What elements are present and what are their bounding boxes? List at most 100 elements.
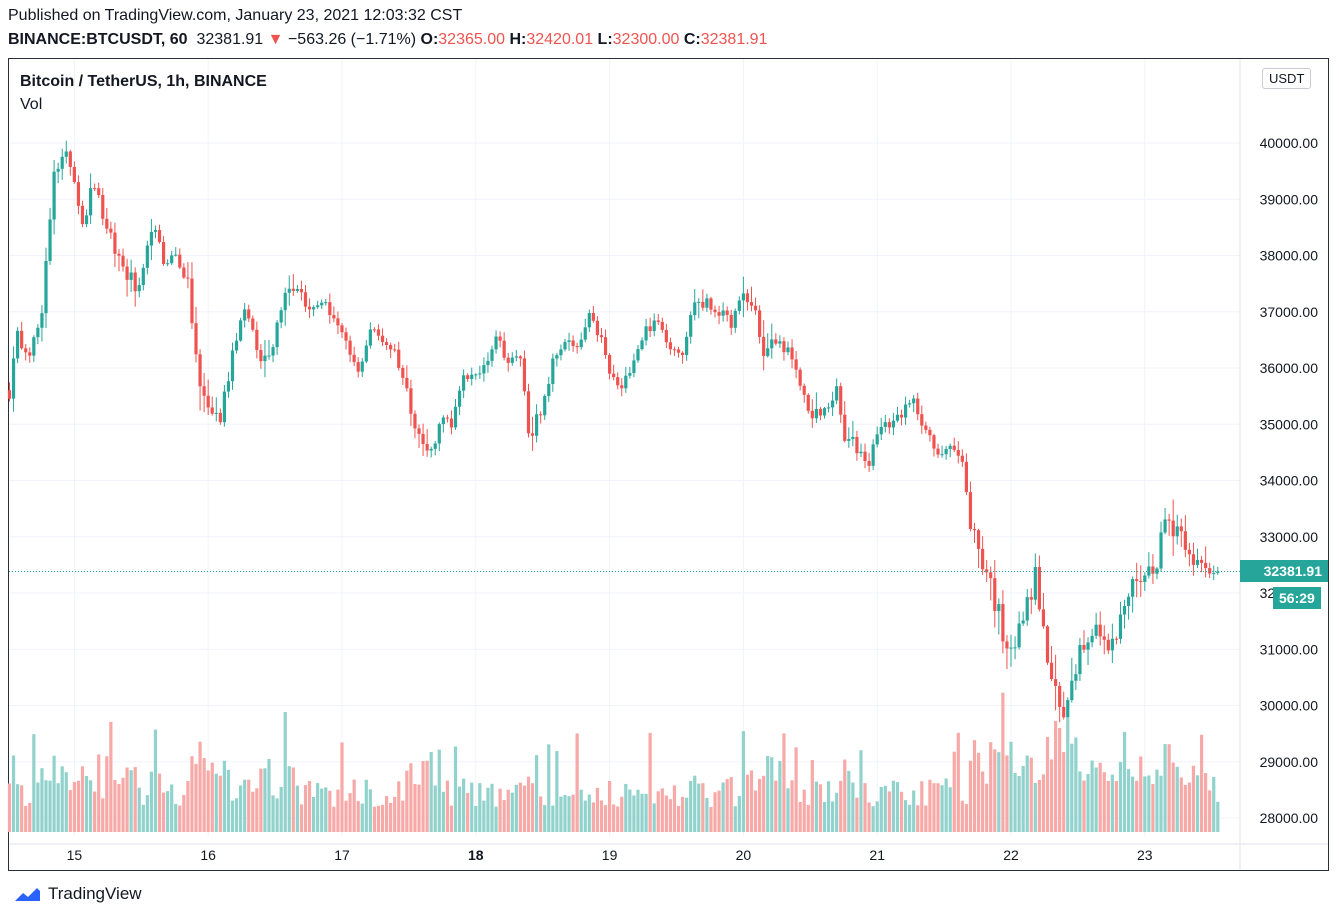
candle-body xyxy=(575,346,579,348)
candle-body xyxy=(417,428,421,434)
candle-body xyxy=(1090,635,1094,643)
candle-body xyxy=(620,385,624,389)
volume-bar xyxy=(1155,769,1159,832)
candle-body xyxy=(652,320,656,332)
volume-bar xyxy=(1045,736,1050,832)
volume-bar xyxy=(559,796,563,832)
candle-body xyxy=(543,395,547,416)
candle-body xyxy=(32,337,36,356)
volume-bar xyxy=(352,779,356,832)
currency-badge[interactable]: USDT xyxy=(1262,68,1312,89)
y-tick-label: 29000.00 xyxy=(1260,754,1319,770)
volume-bar xyxy=(1118,761,1123,832)
volume-bar xyxy=(964,804,968,832)
volume-bar xyxy=(405,770,409,832)
candle-body xyxy=(1139,580,1143,582)
candle-body xyxy=(129,272,133,280)
candle-body xyxy=(68,151,72,167)
candle-body xyxy=(60,156,64,169)
candle-body xyxy=(940,454,944,456)
last-price: 32381.91 xyxy=(196,31,264,48)
volume-bar xyxy=(830,801,835,832)
candle-body xyxy=(84,215,89,225)
candle-body xyxy=(368,329,372,346)
volume-bar xyxy=(145,795,149,832)
candle-body xyxy=(976,530,981,549)
volume-bar xyxy=(883,785,887,832)
volume-bar xyxy=(656,791,660,832)
candle-body xyxy=(239,320,243,341)
volume-bar xyxy=(644,793,648,832)
candle-body xyxy=(1054,679,1058,686)
candle-body xyxy=(194,323,198,355)
volume-bar xyxy=(88,780,93,832)
candle-body xyxy=(753,305,758,311)
volume-bar xyxy=(762,775,766,832)
volume-bar xyxy=(502,800,506,832)
candle-body xyxy=(397,349,401,368)
volume-bar xyxy=(320,788,324,832)
volume-bar xyxy=(182,794,186,832)
candle-body xyxy=(672,349,677,351)
candle-body xyxy=(989,572,993,579)
volume-bar xyxy=(198,741,202,832)
candle-body xyxy=(145,245,149,268)
volume-bar xyxy=(393,796,397,832)
candle-body xyxy=(380,335,385,343)
volume-bar xyxy=(1013,773,1017,832)
volume-bar xyxy=(612,804,616,832)
volume-bar xyxy=(587,794,591,832)
candle-body xyxy=(1078,645,1082,675)
countdown-badge: 56:29 xyxy=(1273,587,1321,609)
volume-bar xyxy=(1110,774,1114,832)
volume-bar xyxy=(287,766,291,832)
candle-body xyxy=(161,242,166,265)
volume-bar xyxy=(920,781,924,832)
y-tick-label: 30000.00 xyxy=(1260,698,1319,714)
tradingview-logo[interactable]: TradingView xyxy=(12,884,142,904)
volume-bar xyxy=(571,794,575,832)
volume-bar xyxy=(101,798,105,832)
candle-body xyxy=(121,255,125,267)
x-tick-label: 23 xyxy=(1137,847,1153,863)
volume-bar xyxy=(916,805,920,832)
candle-body xyxy=(559,349,563,356)
candle-body xyxy=(64,151,68,157)
candle-body xyxy=(599,335,604,338)
volume-bar xyxy=(1102,772,1106,832)
volume-bar xyxy=(948,787,952,832)
candle-body xyxy=(80,205,85,225)
candle-body xyxy=(867,460,871,466)
volume-bar xyxy=(875,801,879,832)
chart-frame[interactable] xyxy=(8,58,1329,871)
candle-body xyxy=(186,277,190,279)
candle-body xyxy=(522,358,527,392)
candle-body xyxy=(190,278,194,324)
candle-body xyxy=(1126,596,1131,607)
candle-body xyxy=(336,318,340,326)
candle-body xyxy=(275,322,279,348)
candle-body xyxy=(445,417,450,419)
volume-bar xyxy=(721,782,725,832)
candle-body xyxy=(786,347,790,353)
candle-body xyxy=(478,373,482,375)
volume-bar xyxy=(486,787,490,832)
x-tick-label: 18 xyxy=(468,847,484,863)
x-tick-label: 19 xyxy=(602,847,618,863)
volume-bar xyxy=(11,755,16,832)
candle-body xyxy=(498,336,502,341)
volume-bar xyxy=(441,791,445,832)
candle-body xyxy=(170,255,174,264)
candle-body xyxy=(234,340,239,351)
volume-bar xyxy=(652,803,656,832)
volume-bar xyxy=(774,780,778,832)
volume-bar xyxy=(717,790,721,832)
volume-bar xyxy=(429,751,433,832)
candle-body xyxy=(1204,562,1208,569)
volume-bar xyxy=(409,763,413,832)
candle-body xyxy=(1212,572,1216,574)
candle-body xyxy=(76,182,81,206)
volume-bar xyxy=(547,744,551,832)
volume-bar xyxy=(543,805,547,832)
